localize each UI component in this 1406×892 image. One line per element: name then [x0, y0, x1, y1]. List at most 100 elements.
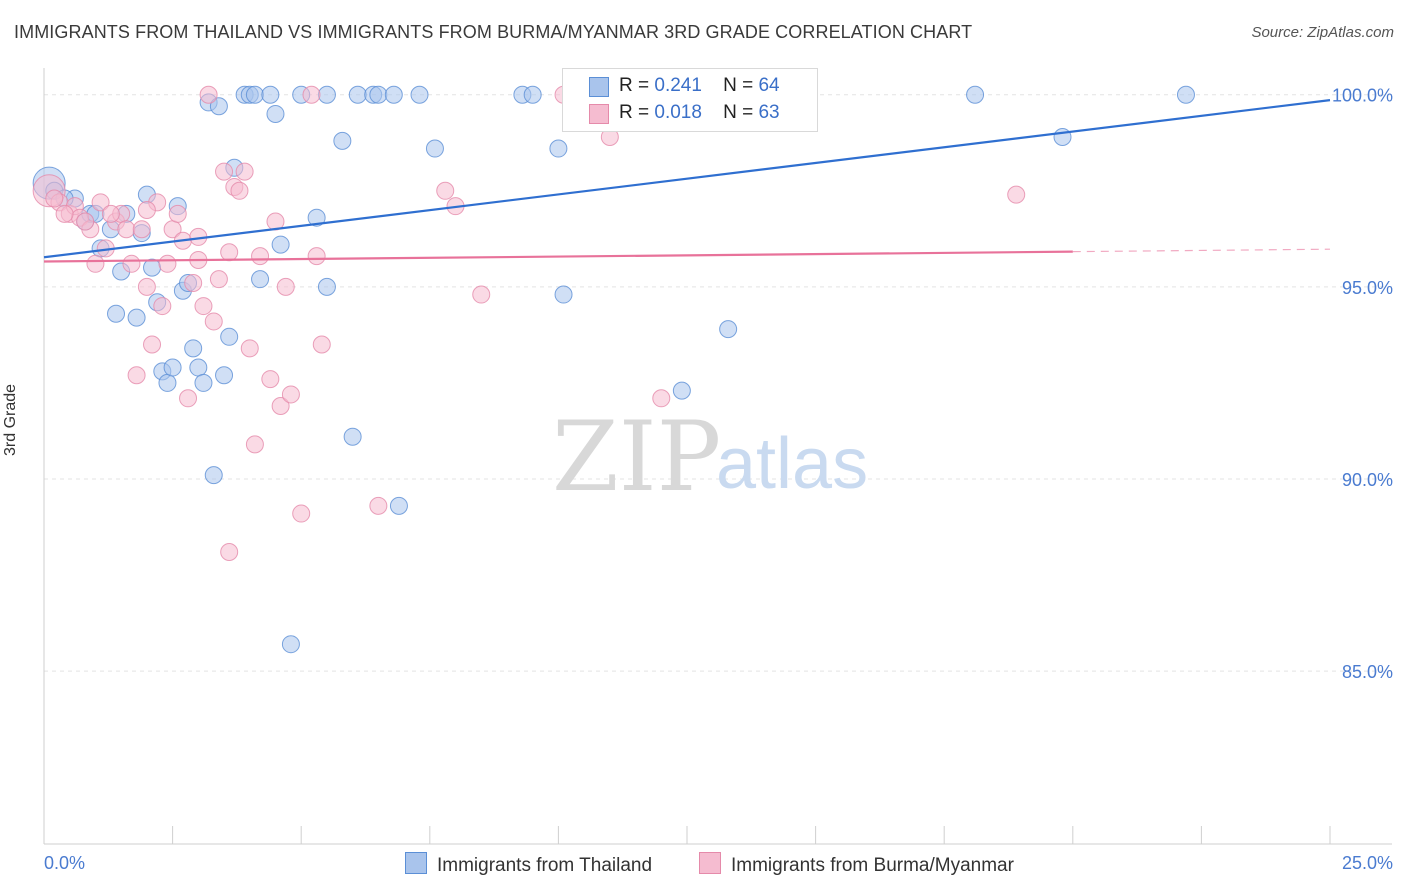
- thailand-point: [266, 104, 285, 123]
- thailand-point: [189, 358, 208, 377]
- thailand-point: [251, 270, 270, 289]
- thailand-point: [261, 85, 280, 104]
- burma-point: [137, 277, 156, 296]
- y-tick-label: 85.0%: [1342, 662, 1393, 682]
- burma-point: [122, 254, 141, 273]
- burma-r-value: 0.018: [654, 102, 702, 123]
- thailand-point: [348, 85, 367, 104]
- burma-point: [204, 312, 223, 331]
- thailand-point: [107, 304, 126, 323]
- burma-point: [158, 254, 177, 273]
- burma-point: [230, 181, 249, 200]
- trend-lines: [43, 99, 1331, 263]
- thailand-point: [220, 327, 239, 346]
- thailand-point: [425, 139, 444, 158]
- thailand-point: [143, 258, 162, 277]
- burma-point: [1007, 185, 1026, 204]
- burma-point: [251, 247, 270, 266]
- thailand-point: [966, 85, 985, 104]
- thailand-point: [343, 427, 362, 446]
- burma-point: [652, 389, 671, 408]
- legend-n-label: N =: [723, 75, 754, 96]
- legend-n-label: N =: [723, 102, 754, 123]
- burma-point: [153, 297, 172, 316]
- burma-point: [220, 542, 239, 561]
- burma-point: [76, 212, 95, 231]
- burma-swatch: [589, 104, 609, 124]
- burma-point: [369, 496, 388, 515]
- burma-point: [307, 247, 326, 266]
- thailand-trend-line: [43, 99, 1331, 259]
- grid-lines: [44, 94, 1392, 672]
- burma-point: [179, 389, 198, 408]
- burma-point: [215, 162, 234, 181]
- axes: [43, 68, 1392, 845]
- thailand-point: [163, 358, 182, 377]
- legend-r-label: R =: [619, 75, 650, 96]
- burma-point: [199, 85, 218, 104]
- legend-r-label: R =: [619, 102, 650, 123]
- burma-point: [209, 270, 228, 289]
- burma-point: [86, 254, 105, 273]
- burma-point: [302, 85, 321, 104]
- correlation-legend: R = 0.241 N = 64 R = 0.018 N = 63: [562, 68, 818, 132]
- thailand-point: [245, 85, 264, 104]
- burma-point: [271, 396, 290, 415]
- burma-point: [127, 366, 146, 385]
- chart-title: IMMIGRANTS FROM THAILAND VS IMMIGRANTS F…: [14, 22, 973, 42]
- thailand-point: [281, 635, 300, 654]
- burma-point: [45, 189, 64, 208]
- thailand-point: [204, 466, 223, 485]
- burma-point: [194, 297, 213, 316]
- thailand-point: [127, 308, 146, 327]
- burma-point: [472, 285, 491, 304]
- thailand-point: [719, 320, 738, 339]
- data-points: [32, 85, 1195, 654]
- burma-legend-label: Immigrants from Burma/Myanmar: [731, 855, 1014, 876]
- thailand-point: [184, 339, 203, 358]
- thailand-point: [384, 85, 403, 104]
- burma-point: [168, 204, 187, 223]
- series-legend-thailand[interactable]: Immigrants from Thailand: [405, 852, 652, 877]
- burma-point: [117, 220, 136, 239]
- series-legend-burma[interactable]: Immigrants from Burma/Myanmar: [699, 852, 1014, 877]
- burma-trend-line: [43, 250, 1073, 263]
- thailand-point: [271, 235, 290, 254]
- burma-point: [184, 274, 203, 293]
- thailand-swatch: [589, 77, 609, 97]
- thailand-point: [549, 139, 568, 158]
- thailand-point: [317, 277, 336, 296]
- thailand-point: [554, 285, 573, 304]
- thailand-point: [369, 85, 388, 104]
- thailand-point: [158, 373, 177, 392]
- thailand-point: [1176, 85, 1195, 104]
- burma-point: [55, 204, 74, 223]
- burma-point: [143, 335, 162, 354]
- thailand-n-value: 64: [758, 75, 780, 96]
- burma-point: [240, 339, 259, 358]
- burma-point: [276, 277, 295, 296]
- burma-legend-swatch: [699, 852, 721, 874]
- thailand-r-value: 0.241: [654, 75, 702, 96]
- burma-point: [436, 181, 455, 200]
- tick-labels: 100.0% 95.0% 90.0% 85.0% 0.0% 25.0%: [44, 86, 1393, 873]
- source-credit: Source: ZipAtlas.com: [1251, 24, 1394, 41]
- burma-point: [292, 504, 311, 523]
- thailand-point: [523, 85, 542, 104]
- x-tick-label: 0.0%: [44, 853, 85, 873]
- thailand-point: [317, 85, 336, 104]
- watermark-zip: ZIP: [552, 401, 721, 513]
- burma-point: [91, 193, 110, 212]
- thailand-point: [215, 366, 234, 385]
- burma-point: [245, 435, 264, 454]
- thailand-point: [194, 373, 213, 392]
- thailand-point: [672, 381, 691, 400]
- y-tick-label: 95.0%: [1342, 278, 1393, 298]
- y-tick-label: 100.0%: [1332, 86, 1393, 106]
- x-tick-label: 25.0%: [1342, 853, 1393, 873]
- burma-n-value: 63: [758, 102, 780, 123]
- watermark-atlas: atlas: [716, 424, 868, 504]
- burma-point: [261, 370, 280, 389]
- burma-point: [101, 204, 120, 223]
